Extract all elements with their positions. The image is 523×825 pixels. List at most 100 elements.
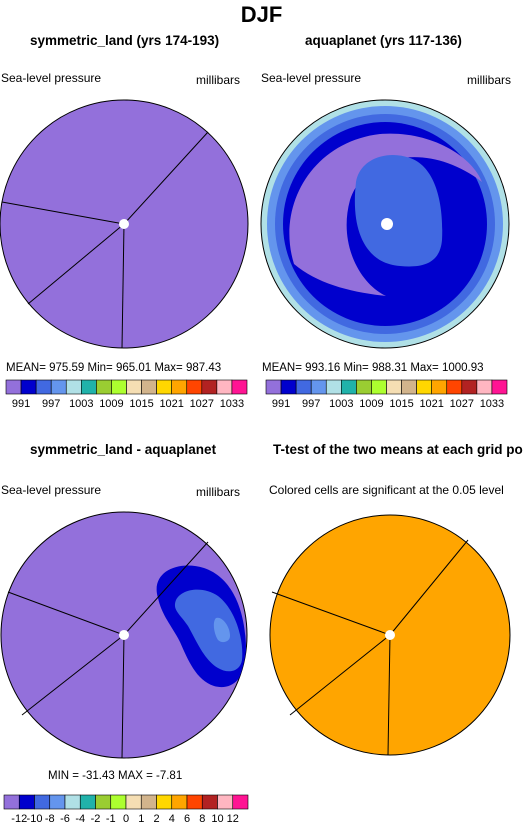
panel-3-variable-label: Sea-level pressure — [1, 483, 102, 497]
colorbar-swatch — [156, 379, 172, 395]
panel-4-boundary-line — [289, 634, 391, 716]
panel-3-boundary-line — [123, 541, 209, 636]
colorbar-swatch — [386, 379, 402, 395]
colorbar-swatch — [81, 379, 97, 395]
colorbar-swatch — [201, 379, 218, 395]
colorbar-tick-label: 6 — [184, 813, 190, 825]
colorbar-tick-label: 991 — [272, 398, 290, 410]
colorbar-tick-label: 1015 — [129, 398, 153, 410]
colorbar-swatch — [356, 379, 372, 395]
colorbar-swatch — [491, 379, 508, 395]
colorbar-swatch — [141, 379, 157, 395]
colorbar-swatch — [49, 794, 66, 810]
panel-3-boundary-line — [21, 634, 125, 716]
colorbar-tick-label: -10 — [27, 813, 43, 825]
colorbar-tick-label: -6 — [60, 813, 70, 825]
colorbar-swatch — [431, 379, 448, 395]
panel-3-units-label: millibars — [196, 485, 241, 499]
panel-1-pole-marker — [119, 219, 129, 229]
colorbar-swatch — [325, 379, 342, 395]
panel-4-note-label: Colored cells are significant at the 0.0… — [269, 483, 504, 497]
colorbar-swatch — [35, 379, 52, 395]
colorbar-swatch — [231, 379, 248, 395]
panel-3-stats: MIN = -31.43 MAX = -7.81 — [48, 770, 183, 782]
colorbar-swatch — [20, 379, 37, 395]
colorbar-tick-label: 1009 — [359, 398, 383, 410]
colorbar-tick-label: 12 — [227, 813, 239, 825]
colorbar-tick-label: 1003 — [329, 398, 353, 410]
panel-3-map — [0, 511, 248, 759]
panel-3-boundary-line — [7, 591, 125, 636]
colorbar-swatch — [201, 794, 218, 810]
colorbar-swatch — [3, 794, 20, 810]
colorbar-tick-label: 8 — [199, 813, 205, 825]
colorbar-swatch — [310, 379, 327, 395]
panel-1-boundary-line — [1, 201, 125, 225]
colorbar-panel-1: 991 997 1003 1009 1015 1021 1027 1033 — [5, 379, 248, 410]
colorbar-swatch — [5, 379, 22, 395]
panel-4-boundary-line — [387, 634, 391, 756]
colorbar-swatch — [110, 794, 127, 810]
colorbar-swatch — [79, 794, 96, 810]
panel-1-boundary-line — [121, 223, 125, 349]
colorbar-swatch — [186, 794, 203, 810]
colorbar-tick-label: -8 — [45, 813, 55, 825]
colorbar-panel-2: 991 997 1003 1009 1015 1021 1027 1033 — [265, 379, 508, 410]
colorbar-swatch — [96, 379, 112, 395]
colorbar-tick-label: 1033 — [220, 398, 244, 410]
colorbar-tick-label: -12 — [11, 813, 27, 825]
panel-1-boundary-line — [27, 223, 125, 305]
colorbar-swatch — [280, 379, 297, 395]
colorbar-swatch — [446, 379, 463, 395]
colorbar-swatch — [265, 379, 282, 395]
colorbar-swatch — [461, 379, 478, 395]
colorbar-tick-label: 1033 — [480, 398, 504, 410]
colorbar-tick-label: 1 — [138, 813, 144, 825]
panel-2-pole-marker — [381, 218, 393, 230]
colorbar-swatch — [125, 794, 142, 810]
colorbar-swatch — [95, 794, 112, 810]
colorbar-tick-label: 4 — [169, 813, 175, 825]
colorbar-swatch — [476, 379, 493, 395]
panel-2-title: aquaplanet (yrs 117-136) — [305, 33, 462, 48]
panel-2-center-region — [354, 155, 443, 267]
colorbar-swatch — [64, 794, 81, 810]
colorbar-panel-3: -12 -10 -8 -6 -4 -2 -1 0 1 2 4 6 8 10 12 — [3, 794, 249, 825]
panel-3-pole-marker — [119, 630, 129, 640]
panel-4-boundary-line — [271, 591, 391, 636]
panel-4-title: T-test of the two means at each grid poi… — [273, 442, 523, 457]
panel-2-variable-label: Sea-level pressure — [261, 71, 362, 85]
colorbar-swatch — [401, 379, 417, 395]
panel-1-map — [0, 99, 249, 349]
panel-1-units-label: millibars — [196, 73, 241, 87]
colorbar-tick-label: 1027 — [190, 398, 214, 410]
panel-4-pole-marker — [385, 630, 395, 640]
panel-3-title: symmetric_land - aquaplanet — [30, 442, 217, 457]
panel-1-boundary-line — [123, 131, 209, 225]
colorbar-tick-label: -1 — [106, 813, 116, 825]
colorbar-swatch — [111, 379, 127, 395]
colorbar-swatch — [156, 794, 173, 810]
colorbar-swatch — [126, 379, 142, 395]
colorbar-swatch — [65, 379, 82, 395]
colorbar-swatch — [217, 794, 234, 810]
colorbar-swatch — [140, 794, 157, 810]
panel-1-variable-label: Sea-level pressure — [1, 71, 102, 85]
panel-2-units-label: millibars — [467, 73, 512, 87]
colorbar-swatch — [295, 379, 312, 395]
colorbar-tick-label: 1027 — [450, 398, 474, 410]
panel-2-map — [260, 99, 510, 349]
colorbar-tick-label: 1021 — [419, 398, 443, 410]
figure-title: DJF — [240, 2, 283, 27]
colorbar-tick-label: -4 — [75, 813, 85, 825]
colorbar-swatch — [34, 794, 51, 810]
panel-2-low-region — [289, 133, 482, 296]
colorbar-swatch — [186, 379, 203, 395]
panel-4-boundary-line — [389, 539, 469, 636]
colorbar-tick-label: 991 — [12, 398, 30, 410]
colorbar-tick-label: 0 — [123, 813, 129, 825]
colorbar-tick-label: 997 — [42, 398, 60, 410]
colorbar-swatch — [50, 379, 67, 395]
panel-3-boundary-line — [121, 634, 125, 759]
colorbar-swatch — [171, 794, 188, 810]
